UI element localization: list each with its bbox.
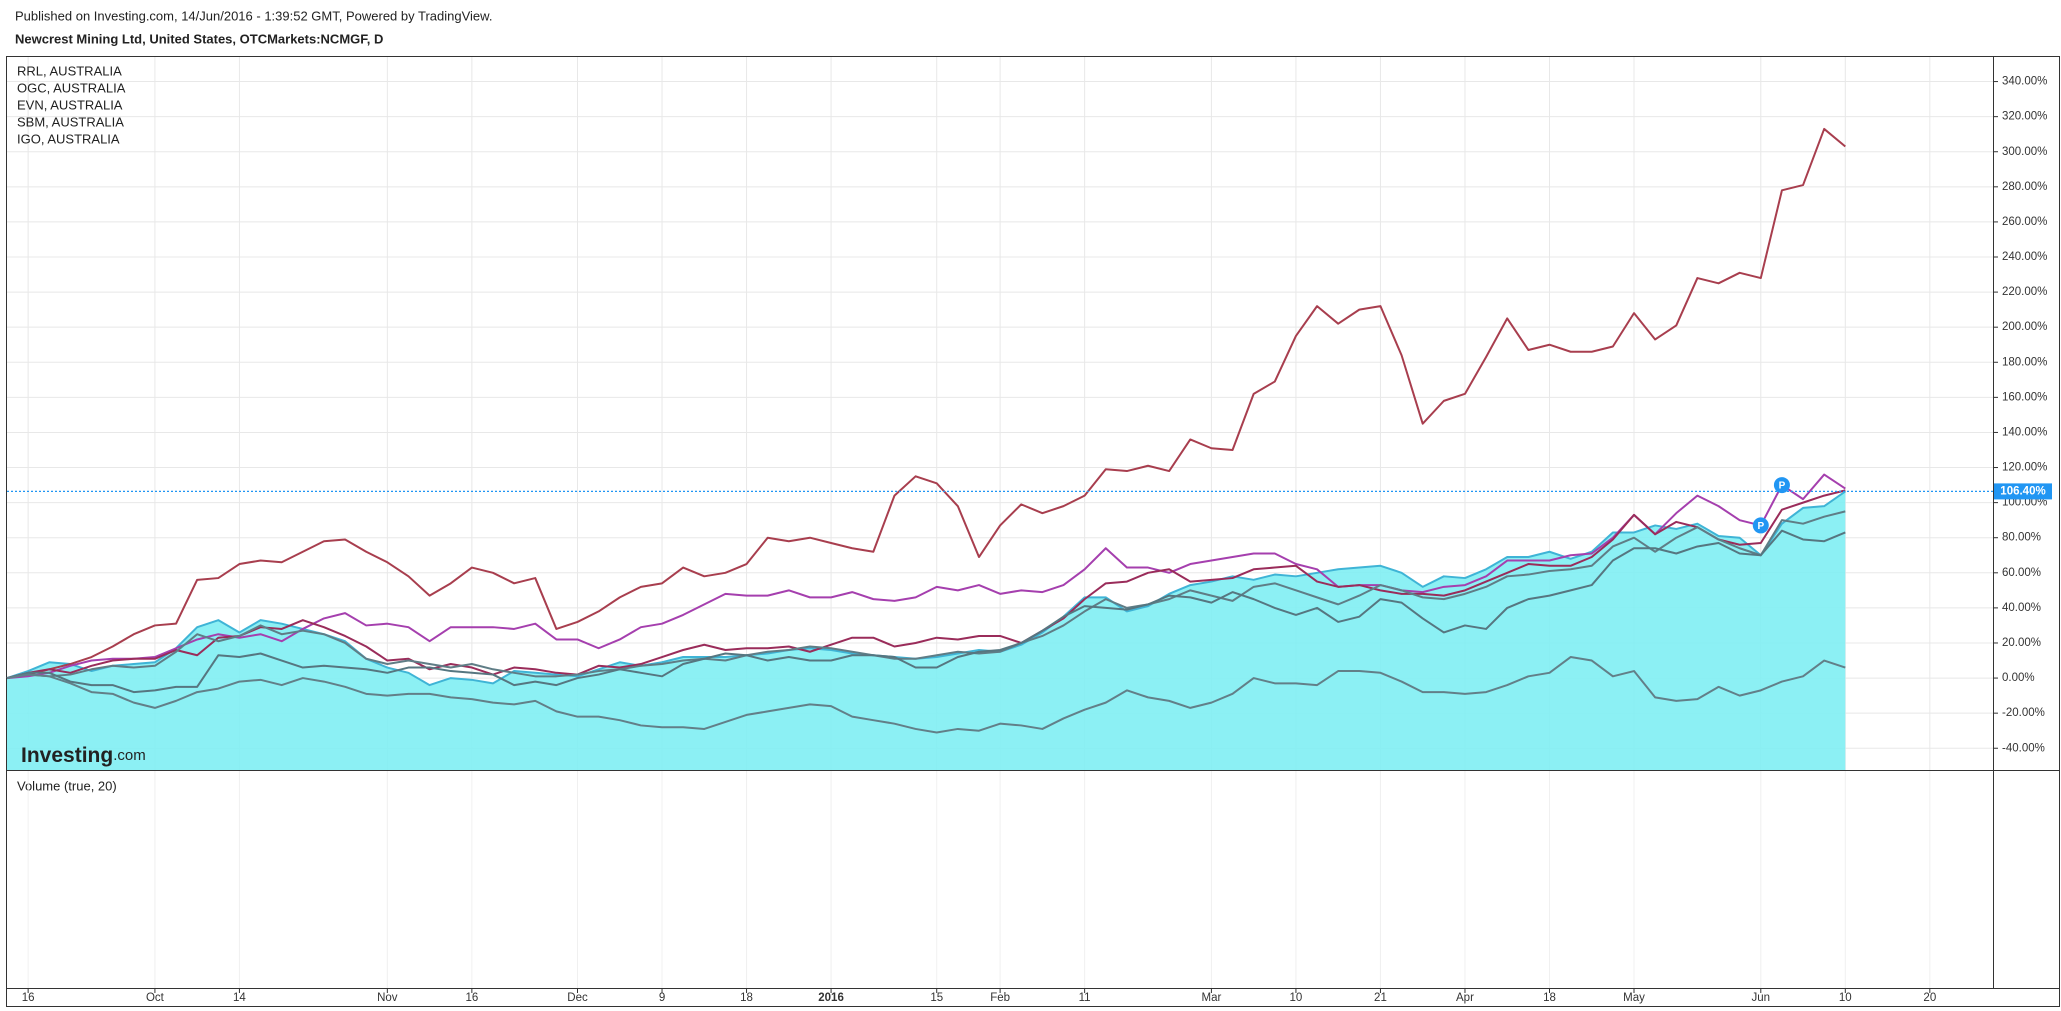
volume-label: Volume (true, 20) — [17, 778, 117, 793]
x-tick-label: 20 — [1923, 992, 1936, 1004]
x-tick-label: 21 — [1374, 992, 1387, 1004]
legend-entry: EVN, AUSTRALIA — [17, 97, 123, 112]
x-tick-label: 2016 — [818, 992, 844, 1004]
symbol-title: Newcrest Mining Ltd, United States, OTCM… — [15, 31, 383, 46]
y-tick-label: 40.00% — [2002, 602, 2041, 614]
x-tick-label: Mar — [1202, 992, 1222, 1004]
y-tick-label: 140.00% — [2002, 426, 2047, 438]
marker-badge — [1752, 517, 1769, 534]
marker-text: P — [1779, 481, 1786, 492]
published-note: Published on Investing.com, 14/Jun/2016 … — [15, 8, 492, 23]
y-tick-label: 220.00% — [2002, 286, 2047, 298]
x-tick-label: 18 — [740, 992, 753, 1004]
plot-layer: PP — [6, 57, 1993, 988]
y-tick-label: 300.00% — [2002, 146, 2047, 158]
y-tick-label: 100.00% — [2002, 497, 2047, 509]
series-line — [6, 127, 1846, 680]
y-tick-label: 160.00% — [2002, 391, 2047, 403]
marker-badge — [1773, 477, 1790, 494]
x-tick-label: 15 — [930, 992, 943, 1004]
x-tick-label: Jun — [1752, 992, 1771, 1004]
legend-entry: OGC, AUSTRALIA — [17, 80, 126, 95]
x-tick-label: 18 — [1543, 992, 1556, 1004]
series-line — [6, 656, 1846, 734]
x-tick-label: 10 — [1839, 992, 1852, 1004]
price-label-box — [1994, 483, 2052, 500]
x-tick-label: Dec — [567, 992, 588, 1004]
frame — [6, 56, 2060, 1007]
x-tick-label: Nov — [377, 992, 398, 1004]
marker-text: P — [1757, 521, 1764, 532]
x-tick-label: 10 — [1290, 992, 1303, 1004]
watermark-brand: Investing — [21, 744, 113, 767]
y-tick-label: 280.00% — [2002, 181, 2047, 193]
y-tick-label: 340.00% — [2002, 76, 2047, 88]
series-line — [6, 489, 1846, 680]
watermark-domain: .com — [113, 747, 146, 764]
y-tick-label: 0.00% — [2002, 672, 2035, 684]
x-tick-label: 9 — [659, 992, 665, 1004]
y-tick-label: -20.00% — [2002, 707, 2045, 719]
y-tick-label: 120.00% — [2002, 462, 2047, 474]
y-tick-label: 320.00% — [2002, 111, 2047, 123]
x-tick-label: 14 — [233, 992, 246, 1004]
watermark: Investing.com — [21, 744, 146, 767]
x-tick-label: Oct — [146, 992, 165, 1004]
y-tick-label: 60.00% — [2002, 567, 2041, 579]
series-line — [6, 510, 1846, 680]
x-tick-label: May — [1623, 992, 1645, 1004]
y-tick-label: 200.00% — [2002, 321, 2047, 333]
legend-entry: SBM, AUSTRALIA — [17, 114, 124, 129]
legend-entry: RRL, AUSTRALIA — [17, 63, 122, 78]
price-label: 106.40% — [2000, 485, 2045, 497]
x-tick-label: Apr — [1456, 992, 1474, 1004]
y-tick-label: -40.00% — [2002, 742, 2045, 754]
y-tick-label: 240.00% — [2002, 251, 2047, 263]
x-tick-label: 16 — [465, 992, 478, 1004]
y-tick-label: 260.00% — [2002, 216, 2047, 228]
x-tick-label: Feb — [990, 992, 1010, 1004]
series-line — [6, 529, 1846, 694]
y-tick-label: 20.00% — [2002, 637, 2041, 649]
legend-entry: IGO, AUSTRALIA — [17, 131, 120, 146]
area-fill — [7, 491, 1846, 770]
x-tick-label: 11 — [1079, 992, 1091, 1004]
y-tick-label: 80.00% — [2002, 532, 2041, 544]
y-tick-label: 180.00% — [2002, 356, 2047, 368]
x-tick-label: 16 — [22, 992, 35, 1004]
